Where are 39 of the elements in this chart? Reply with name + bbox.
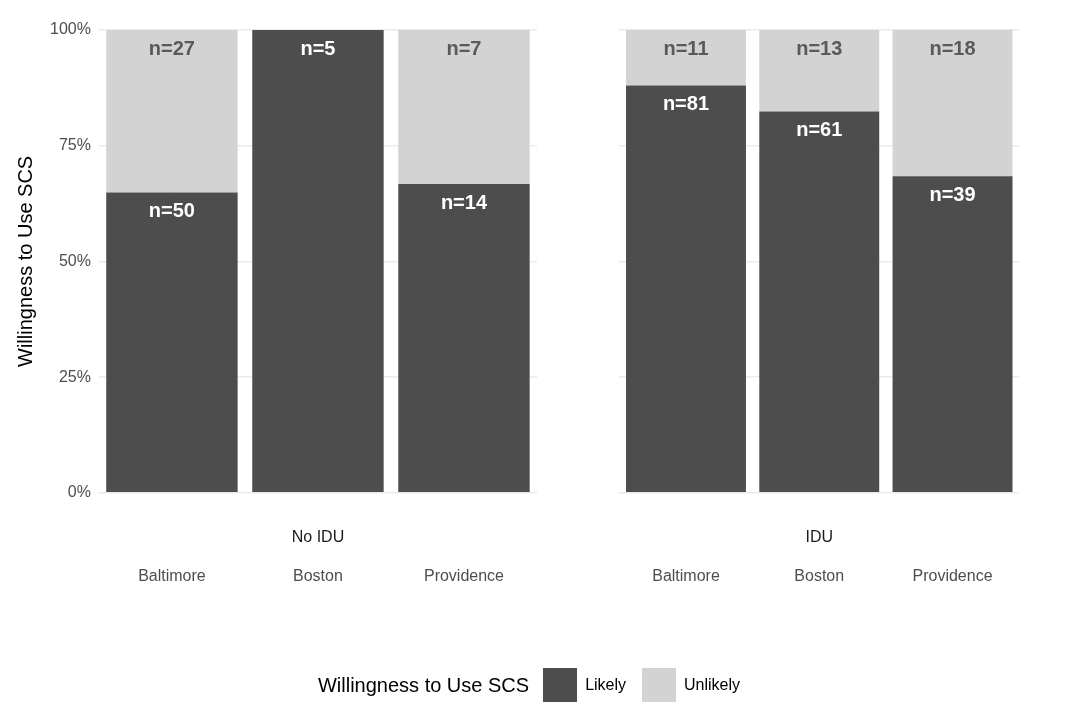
bar [252, 30, 384, 493]
annotation: n=13 [796, 36, 843, 59]
y-tick-label: 100% [50, 20, 91, 38]
annotation: n=27 [148, 36, 196, 59]
x-tick-label: Baltimore [138, 566, 206, 584]
bar [892, 30, 1013, 177]
annotation: n=11 [663, 36, 709, 59]
annotation: n=61 [796, 117, 843, 140]
y-axis-title: Willingness to Use SCS [13, 155, 36, 367]
y-tick-label: 0% [67, 483, 91, 501]
x-tick-label: Providence [423, 566, 505, 584]
x-tick-label: Boston [293, 566, 343, 584]
bar [759, 111, 880, 493]
annotation: n=5 [300, 36, 336, 59]
annotation: n=39 [929, 182, 976, 205]
y-tick-label: 75% [58, 136, 91, 154]
text: No IDU [291, 528, 345, 546]
legend-label: Unlikely [684, 676, 741, 694]
y-tick-label: 50% [58, 251, 91, 269]
bar [892, 176, 1013, 493]
bar [626, 85, 746, 493]
bar [398, 184, 530, 493]
bar [626, 30, 746, 86]
bar [759, 30, 880, 112]
bar [106, 192, 238, 493]
annotation: n=81 [662, 92, 710, 115]
bar [106, 30, 238, 193]
x-tick-label: Baltimore [652, 566, 720, 584]
legend-title: Willingness to Use SCS [317, 673, 530, 697]
annotation: n=7 [446, 36, 482, 59]
annotation: n=18 [929, 36, 976, 59]
bar [398, 30, 530, 185]
text: IDU [805, 528, 834, 546]
annotation: n=50 [148, 198, 196, 221]
annotation: n=14 [440, 190, 488, 213]
x-tick-label: Boston [794, 566, 845, 584]
y-tick-label: 25% [58, 367, 91, 385]
legend-label: Likely [585, 676, 627, 694]
x-tick-label: Providence [912, 566, 993, 584]
